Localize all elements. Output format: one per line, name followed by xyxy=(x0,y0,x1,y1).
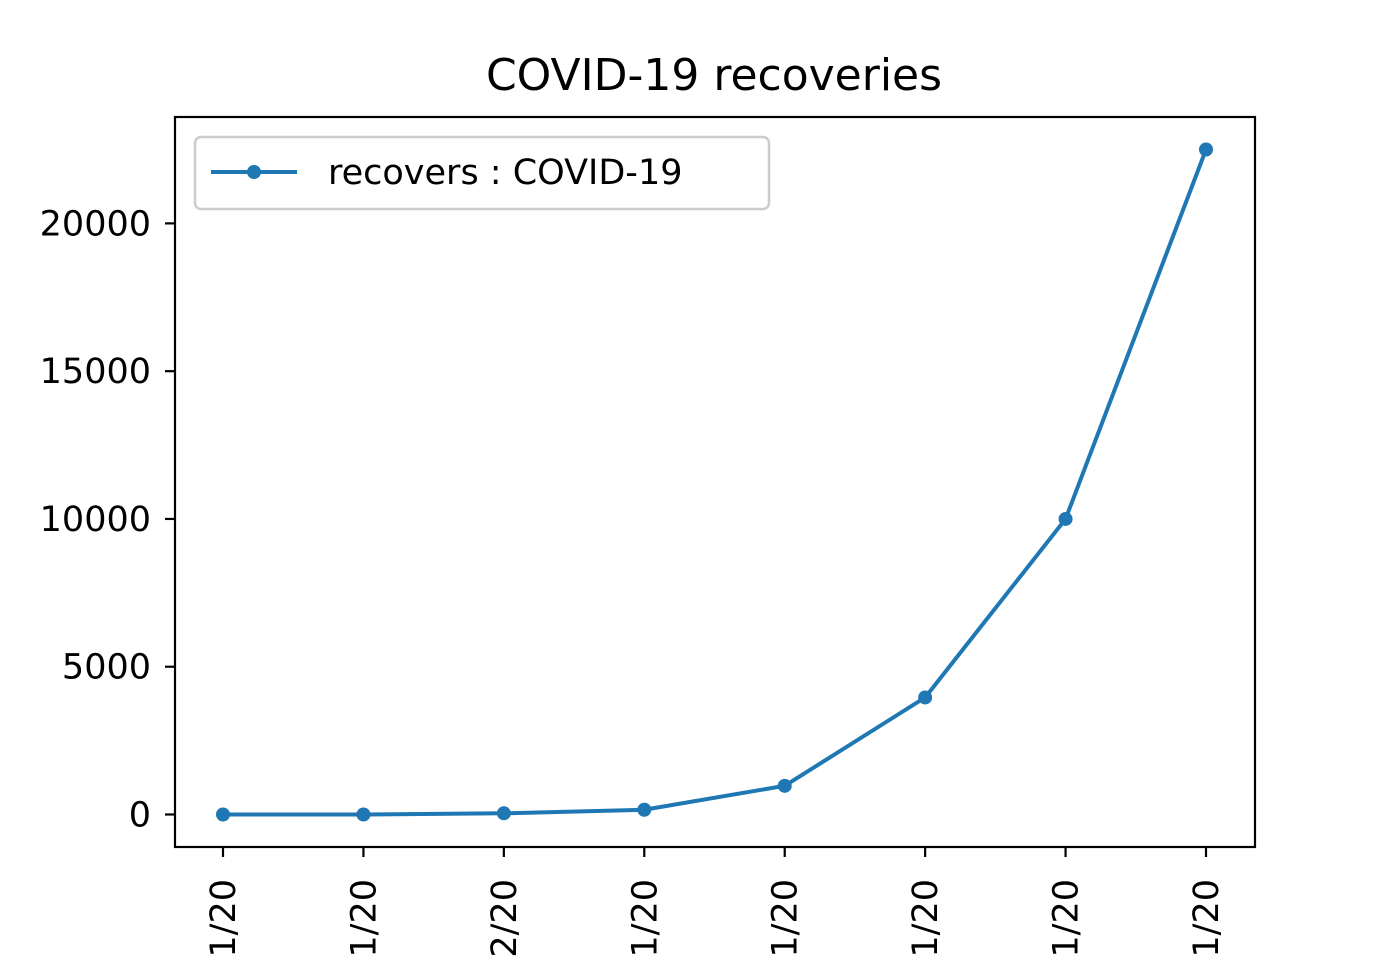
x-tick-label: 1/20 xyxy=(204,879,244,958)
data-point xyxy=(496,806,511,821)
data-point xyxy=(216,807,230,822)
series-line xyxy=(223,148,1208,817)
y-axis: 0 5000 10000 15000 20000 xyxy=(40,204,175,835)
data-point xyxy=(637,802,652,817)
x-tick-label: 1/20 xyxy=(906,879,946,958)
x-tick-label: 1/20 xyxy=(766,879,806,958)
x-tick-label: 1/20 xyxy=(1047,879,1087,958)
plot-area xyxy=(173,115,1257,849)
legend-marker-swatch xyxy=(247,165,261,179)
y-tick-label: 10000 xyxy=(40,500,151,540)
y-tick-label: 15000 xyxy=(40,352,151,392)
data-point xyxy=(918,690,933,705)
legend-box xyxy=(193,135,771,211)
x-axis: 1/20 1/20 2/20 1/20 1/20 1/20 1/20 1/20 xyxy=(204,847,1227,958)
y-tick-label: 0 xyxy=(129,795,151,835)
data-point xyxy=(1058,511,1073,526)
series-layer xyxy=(216,142,1213,822)
legend: recovers : COVID-19 xyxy=(193,135,771,211)
data-point xyxy=(777,778,792,793)
data-point xyxy=(1199,142,1213,157)
chart-title: COVID-19 recoveries xyxy=(486,50,942,101)
x-tick-label: 1/20 xyxy=(1187,879,1227,958)
y-tick-label: 20000 xyxy=(40,204,151,244)
y-tick-label: 5000 xyxy=(62,648,151,688)
legend-label: recovers : COVID-19 xyxy=(328,153,682,193)
x-tick-label: 1/20 xyxy=(344,879,384,958)
x-tick-label: 1/20 xyxy=(625,879,665,958)
data-point xyxy=(356,807,371,822)
x-tick-label: 2/20 xyxy=(485,879,525,958)
